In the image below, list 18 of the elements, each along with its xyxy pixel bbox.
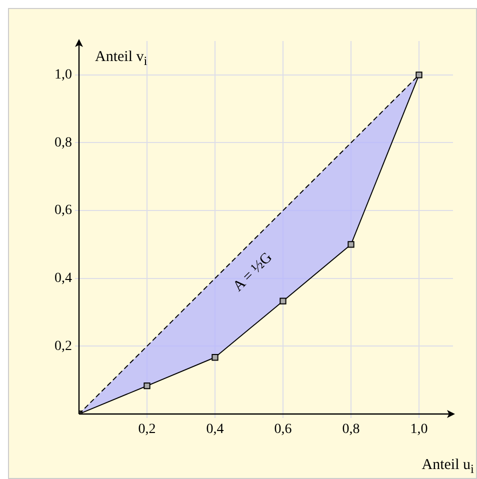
- annotation: A = ½G: [230, 249, 276, 295]
- y-tick-label: 0,6: [54, 203, 72, 218]
- x-tick-label: 0,8: [342, 422, 360, 438]
- y-axis-title: Anteil v$_{i}$: [95, 49, 148, 69]
- x-tick-label: 1,0: [410, 422, 428, 438]
- point: [144, 382, 150, 390]
- y-tick-label: 1,0: [54, 68, 72, 83]
- y-tick-label: 0,4: [54, 271, 72, 286]
- point: [212, 354, 218, 361]
- point: [416, 72, 422, 78]
- y-tick-label: 0,8: [54, 135, 72, 150]
- point: [280, 298, 286, 304]
- x-tick-label: 0,4: [206, 422, 224, 438]
- x-axis-title: Anteil u$_{i}$: [422, 457, 474, 477]
- x-tick-label: 0,2: [138, 422, 156, 438]
- y-tick-label: 0,2: [54, 338, 72, 354]
- point: [348, 241, 354, 248]
- x-tick-label: 0,6: [274, 422, 292, 438]
